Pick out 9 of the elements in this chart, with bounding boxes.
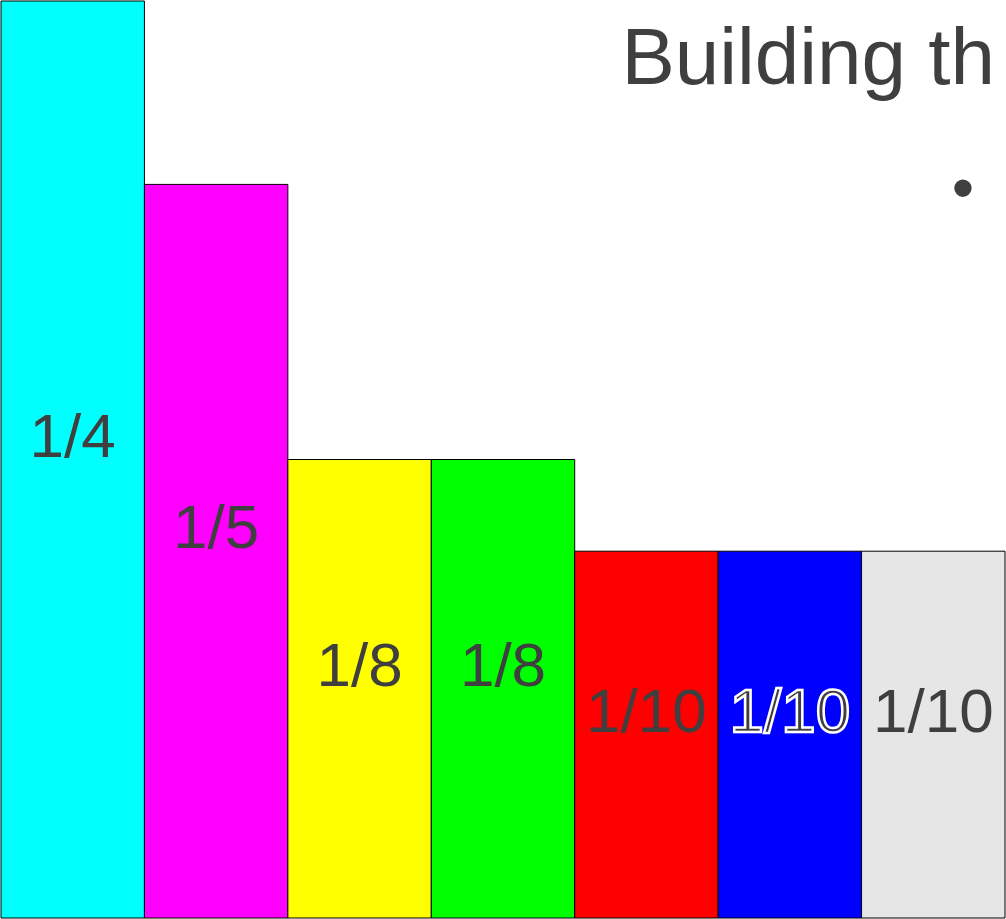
data-label: 1/10	[586, 675, 707, 745]
data-label: 1/8	[459, 629, 547, 699]
data-label: 1/5	[173, 492, 260, 562]
data-label: 1/8	[316, 629, 403, 699]
annotation: •	[951, 152, 975, 224]
chart-title: Building th	[621, 11, 995, 101]
data-label: 1/10	[729, 675, 851, 745]
data-label: 1/10	[872, 675, 994, 745]
data-label: 1/4	[29, 400, 116, 470]
